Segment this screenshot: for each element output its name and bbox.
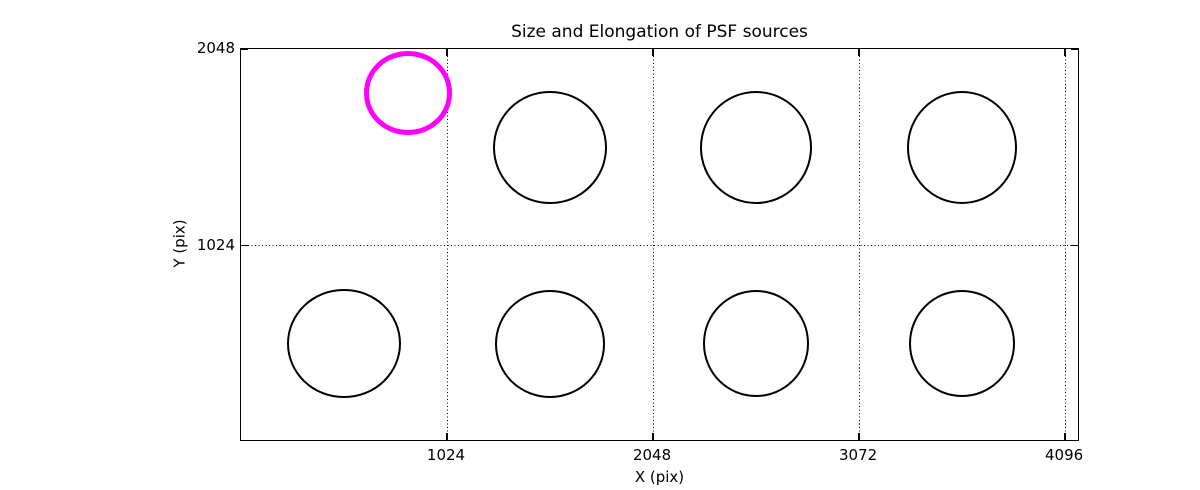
x-tick-mark-bottom-4096 (1064, 433, 1066, 440)
x-tick-label-3072: 3072 (838, 446, 878, 464)
gridline-y-1024 (241, 245, 1078, 246)
psf-source-ellipse (702, 290, 810, 398)
psf-source-ellipse (287, 289, 401, 399)
psf-source-ellipse (908, 290, 1016, 398)
y-tick-mark-right-1024 (1071, 244, 1078, 247)
y-tick-mark-left-1024 (241, 244, 248, 247)
x-tick-mark-top-3072 (858, 49, 860, 56)
x-tick-mark-top-2048 (652, 49, 654, 56)
x-tick-label-1024: 1024 (426, 446, 466, 464)
y-tick-label-2048: 2048 (196, 39, 235, 57)
psf-source-ellipse-flagged (363, 50, 453, 135)
gridline-x-1024 (446, 49, 448, 440)
x-tick-label-4096: 4096 (1045, 446, 1084, 464)
psf-source-ellipse (700, 90, 812, 204)
chart-title: Size and Elongation of PSF sources (511, 22, 808, 42)
y-tick-label-1024: 1024 (196, 235, 235, 254)
x-tick-mark-bottom-3072 (858, 433, 860, 440)
x-tick-mark-bottom-1024 (446, 433, 448, 440)
x-tick-mark-bottom-2048 (652, 433, 654, 440)
y-tick-mark-left-2048 (241, 48, 248, 50)
plot-area (240, 48, 1079, 441)
y-tick-mark-right-2048 (1071, 48, 1078, 50)
x-axis-label: X (pix) (634, 468, 685, 486)
psf-source-ellipse (906, 90, 1018, 204)
gridline-x-4096 (1064, 49, 1066, 440)
gridline-x-2048 (652, 49, 654, 440)
x-tick-mark-top-1024 (446, 49, 448, 56)
x-tick-mark-top-4096 (1064, 49, 1066, 56)
y-axis-label: Y (pix) (170, 219, 189, 268)
x-tick-label-2048: 2048 (632, 446, 672, 464)
psf-source-ellipse (495, 289, 605, 398)
gridline-x-3072 (858, 49, 860, 440)
psf-source-ellipse (493, 90, 607, 204)
